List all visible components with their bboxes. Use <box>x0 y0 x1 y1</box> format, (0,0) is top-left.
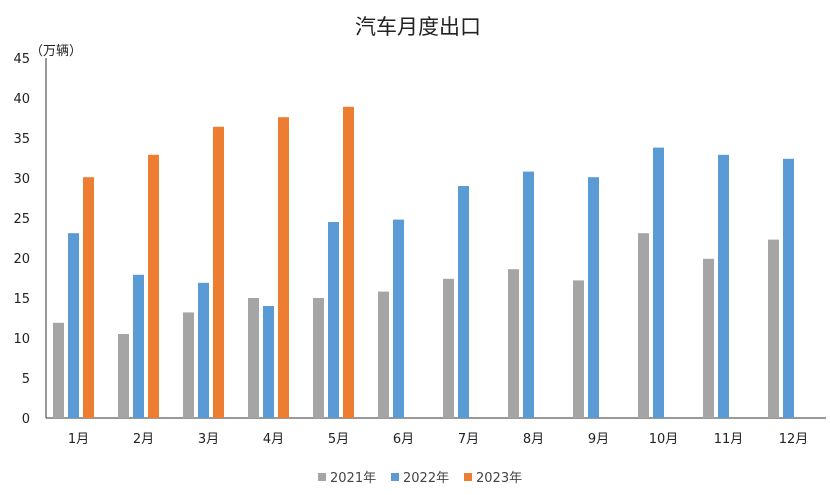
bar-2021年-7月 <box>443 278 454 418</box>
bars-group <box>53 106 794 419</box>
y-tick-label: 20 <box>13 252 30 267</box>
bar-2021年-10月 <box>638 233 649 418</box>
y-tick-label: 30 <box>13 172 30 187</box>
x-tick-label: 12月 <box>779 432 809 447</box>
chart-title: 汽车月度出口 <box>355 15 481 39</box>
y-axis-unit-label: （万辆） <box>30 44 82 59</box>
y-tick-label: 5 <box>22 372 30 387</box>
bar-2021年-11月 <box>703 258 714 418</box>
legend: 2021年 2022年 2023年 <box>318 471 522 486</box>
legend-swatch-2021年 <box>318 473 326 481</box>
bar-2022年-2月 <box>133 274 144 418</box>
y-axis-ticks: 0 5 10 15 20 25 30 35 40 45 <box>13 52 30 427</box>
bar-2022年-11月 <box>718 154 729 419</box>
x-tick-label: 7月 <box>458 432 479 447</box>
bar-2022年-4月 <box>263 306 274 418</box>
bar-2021年-5月 <box>313 298 324 418</box>
legend-label-2022年: 2022年 <box>403 471 449 486</box>
bar-2021年-8月 <box>508 269 519 418</box>
y-tick-label: 15 <box>13 292 30 307</box>
bar-2023年-5月 <box>343 106 354 419</box>
bar-2021年-1月 <box>53 322 64 418</box>
x-tick-label: 9月 <box>588 432 609 447</box>
bar-2021年-4月 <box>248 298 259 418</box>
y-tick-label: 35 <box>13 132 30 147</box>
x-tick-label: 10月 <box>649 432 679 447</box>
bar-2021年-9月 <box>573 280 584 418</box>
x-tick-label: 1月 <box>68 432 89 447</box>
y-tick-label: 45 <box>13 52 30 67</box>
bar-2022年-12月 <box>783 158 794 419</box>
x-tick-label: 5月 <box>328 432 349 447</box>
x-tick-label: 4月 <box>263 432 284 447</box>
x-tick-label: 3月 <box>198 432 219 447</box>
y-tick-label: 25 <box>13 212 30 227</box>
legend-swatch-2022年 <box>391 473 399 481</box>
x-tick-label: 2月 <box>133 432 154 447</box>
bar-2022年-7月 <box>458 186 469 418</box>
bar-2022年-1月 <box>68 233 79 418</box>
y-tick-label: 10 <box>13 332 30 347</box>
legend-label-2023年: 2023年 <box>476 471 522 486</box>
bar-2022年-8月 <box>523 171 534 418</box>
bar-2022年-10月 <box>653 147 664 418</box>
x-tick-label: 8月 <box>523 432 544 447</box>
bar-2023年-1月 <box>83 177 94 418</box>
x-axis-labels: 1月 2月 3月 4月 5月 6月 7月 8月 9月 10月 11月 12月 <box>68 432 808 447</box>
bar-2022年-3月 <box>198 282 209 418</box>
bar-2022年-6月 <box>393 219 404 418</box>
x-tick-label: 6月 <box>393 432 414 447</box>
y-tick-label: 40 <box>13 92 30 107</box>
bar-2023年-3月 <box>213 126 224 419</box>
bar-2023年-4月 <box>278 117 289 418</box>
bar-2022年-9月 <box>588 177 599 418</box>
legend-swatch-2023年 <box>464 473 472 481</box>
bar-2021年-6月 <box>378 291 389 418</box>
bar-2021年-12月 <box>768 239 779 418</box>
bar-2021年-3月 <box>183 312 194 418</box>
bar-2022年-5月 <box>328 222 339 418</box>
bar-2023年-2月 <box>148 154 159 419</box>
legend-label-2021年: 2021年 <box>330 471 376 486</box>
y-tick-label: 0 <box>22 412 30 427</box>
x-tick-label: 11月 <box>714 432 744 447</box>
bar-2021年-2月 <box>118 334 129 418</box>
